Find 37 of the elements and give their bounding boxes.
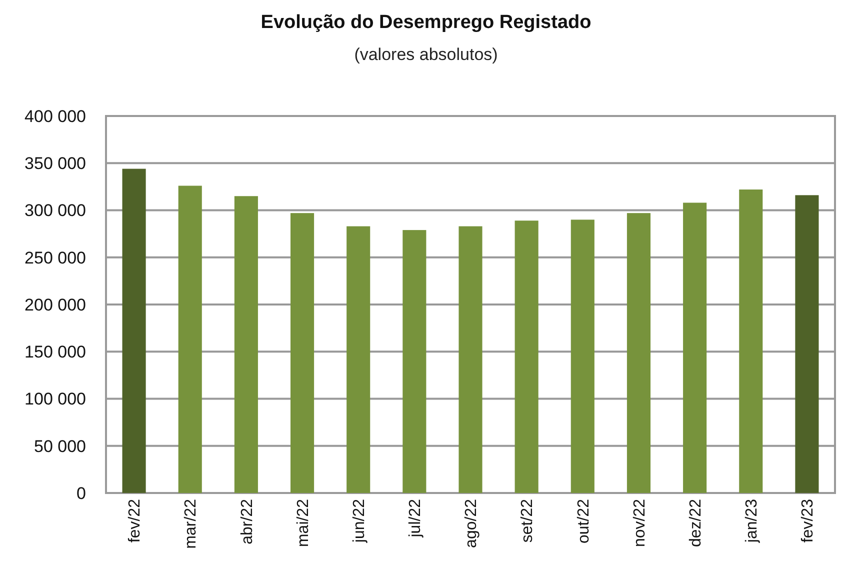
- y-tick-label: 250 000: [24, 248, 86, 268]
- bar: [683, 202, 707, 493]
- bar: [570, 220, 594, 493]
- y-tick-label: 150 000: [24, 342, 86, 362]
- bar: [795, 195, 819, 493]
- bar: [739, 190, 763, 493]
- y-tick-label: 200 000: [24, 295, 86, 314]
- x-tick-label: mar/22: [182, 498, 200, 549]
- x-tick-label: ago/22: [463, 498, 480, 548]
- x-tick-label: mai/22: [294, 498, 312, 548]
- y-tick-label: 0: [76, 484, 86, 503]
- x-tick-label: fev/22: [126, 498, 144, 543]
- bar: [178, 186, 202, 493]
- x-tick-label: jun/22: [350, 498, 368, 544]
- x-tick-label: dez/22: [687, 498, 704, 548]
- x-tick-label: jul/22: [407, 498, 424, 538]
- bar: [514, 220, 538, 493]
- x-tick-label: jan/23: [743, 498, 760, 544]
- x-tick-label: fev/23: [800, 498, 817, 543]
- bar: [346, 226, 370, 493]
- bar: [626, 213, 651, 493]
- chart-title: Evolução do Desemprego Registado: [260, 12, 592, 33]
- chart-subtitle: (valores absolutos): [354, 45, 498, 64]
- bar: [122, 168, 146, 493]
- x-tick-label: out/22: [575, 498, 592, 544]
- y-tick-label: 100 000: [24, 390, 86, 409]
- x-tick-label: set/22: [519, 498, 536, 543]
- y-tick-label: 50 000: [34, 436, 86, 456]
- bar: [234, 196, 258, 493]
- y-tick-label: 350 000: [24, 154, 86, 174]
- x-tick-label: nov/22: [631, 498, 648, 548]
- bar: [402, 230, 426, 493]
- x-tick-label: abr/22: [238, 498, 256, 544]
- y-tick-label: 300 000: [24, 201, 86, 220]
- y-tick-label: 400 000: [24, 106, 86, 126]
- bar: [458, 226, 482, 493]
- bar: [290, 213, 314, 493]
